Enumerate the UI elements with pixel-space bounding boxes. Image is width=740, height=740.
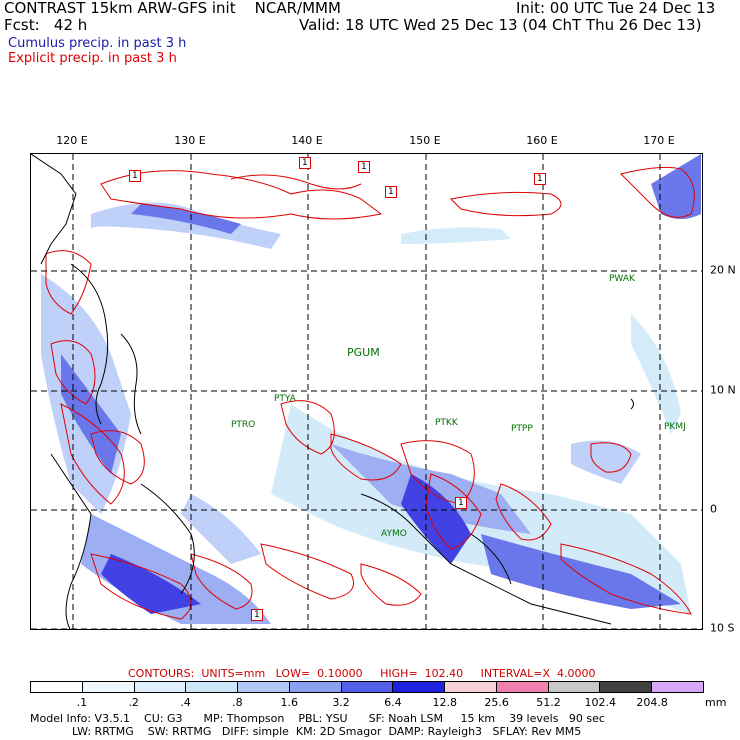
- precip-map: 1 1 1 1 1 1 1 PWAK PGUM PTYA PTRO PTKK P…: [30, 153, 703, 630]
- colorbar-swatch: [600, 682, 653, 692]
- colorbar-tick-label: 51.2: [536, 696, 561, 709]
- header-title: CONTRAST 15km ARW-GFS init NCAR/MMM: [4, 0, 341, 17]
- lon-label-130: 130 E: [174, 134, 206, 147]
- lon-label-160: 160 E: [526, 134, 558, 147]
- colorbar-tick-label: .8: [232, 696, 243, 709]
- model-info-line2: LW: RRTMG SW: RRTMG DIFF: simple KM: 2D …: [72, 725, 582, 738]
- colorbar-swatch: [82, 682, 135, 692]
- colorbar-tick-label: 12.8: [432, 696, 458, 709]
- lon-label-120: 120 E: [56, 134, 88, 147]
- colorbar-swatch: [652, 682, 703, 692]
- colorbar-tick-label: 102.4: [584, 696, 617, 709]
- colorbar-swatch: [496, 682, 549, 692]
- station-label: PGUM: [347, 346, 380, 359]
- colorbar-swatch: [445, 682, 497, 692]
- map-canvas: [31, 154, 702, 629]
- min-box-label: 1: [251, 609, 263, 621]
- graticule: [31, 154, 702, 629]
- min-box-label: 1: [455, 497, 467, 509]
- lat-label-eq: 0: [710, 502, 717, 516]
- min-box-label: 1: [534, 173, 546, 185]
- station-label: PKMJ: [664, 422, 686, 432]
- min-box-label: 1: [299, 157, 311, 169]
- header-valid: Valid: 18 UTC Wed 25 Dec 13 (04 ChT Thu …: [299, 16, 702, 34]
- min-box-label: 1: [385, 186, 397, 198]
- lat-label-10s: 10 S: [710, 621, 735, 635]
- cumulus-precip-shading: [41, 154, 701, 624]
- colorbar-swatch: [393, 682, 446, 692]
- station-label: PTPP: [511, 424, 533, 434]
- station-label: PTYA: [274, 394, 296, 404]
- colorbar-tick-label: 6.4: [384, 696, 402, 709]
- lat-label-10n: 10 N: [710, 383, 736, 397]
- header-fcst: Fcst: 42 h: [4, 16, 88, 34]
- lon-label-140: 140 E: [291, 134, 323, 147]
- colorbar-tick-label: 1.6: [280, 696, 298, 709]
- colorbar-swatch: [238, 682, 290, 692]
- min-box-label: 1: [129, 170, 141, 182]
- lon-label-170: 170 E: [643, 134, 675, 147]
- colorbar-tick-label: 204.8: [636, 696, 668, 709]
- colorbar-swatch: [341, 682, 394, 692]
- colorbar-tick-label: 3.2: [332, 696, 350, 709]
- colorbar-tick-label: 25.6: [484, 696, 509, 709]
- min-box-label: 1: [358, 161, 370, 173]
- model-info-line1: Model Info: V3.5.1 CU: G3 MP: Thompson P…: [30, 712, 605, 725]
- coastlines: [31, 154, 634, 629]
- lat-label-20n: 20 N: [710, 263, 736, 277]
- station-label: PWAK: [609, 274, 635, 284]
- colorbar-swatch: [186, 682, 239, 692]
- legend-explicit: Explicit precip. in past 3 h: [8, 51, 177, 66]
- station-label: PTRO: [231, 420, 256, 430]
- colorbar-swatch: [548, 682, 601, 692]
- colorbar-tick-label: .1: [76, 696, 88, 709]
- colorbar-unit: mm: [705, 696, 727, 709]
- explicit-precip-contours: [45, 166, 695, 620]
- lon-label-150: 150 E: [409, 134, 441, 147]
- contours-info: CONTOURS: UNITS=mm LOW= 0.10000 HIGH= 10…: [128, 667, 596, 680]
- header-init: Init: 00 UTC Tue 24 Dec 13: [516, 0, 716, 17]
- colorbar-swatch: [31, 682, 83, 692]
- colorbar-tick-label: .4: [180, 696, 191, 709]
- station-label: AYMO: [381, 529, 407, 539]
- station-label: PTKK: [435, 418, 458, 428]
- colorbar-tick-label: .2: [128, 696, 139, 709]
- legend-cumulus: Cumulus precip. in past 3 h: [8, 36, 187, 51]
- colorbar-swatch: [289, 682, 342, 692]
- colorbar: [30, 681, 704, 693]
- colorbar-swatch: [134, 682, 187, 692]
